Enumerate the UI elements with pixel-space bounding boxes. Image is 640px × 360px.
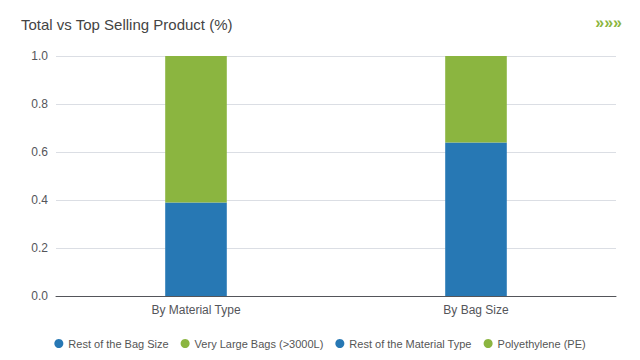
svg-text:»»»: »»» — [595, 14, 622, 31]
svg-text:1.0: 1.0 — [31, 49, 48, 63]
svg-text:Polyethylene (PE): Polyethylene (PE) — [498, 338, 586, 350]
svg-text:0.6: 0.6 — [31, 145, 48, 159]
svg-text:0.0: 0.0 — [31, 289, 48, 303]
svg-text:Rest of the Material Type: Rest of the Material Type — [349, 338, 471, 350]
svg-text:By Material Type: By Material Type — [151, 303, 240, 317]
svg-text:Very Large Bags (>3000L): Very Large Bags (>3000L) — [195, 338, 324, 350]
svg-text:Total vs Top Selling Product (: Total vs Top Selling Product (%) — [21, 16, 233, 33]
svg-text:By Bag Size: By Bag Size — [443, 303, 509, 317]
svg-text:0.2: 0.2 — [31, 241, 48, 255]
svg-text:0.4: 0.4 — [31, 193, 48, 207]
svg-text:Rest of the Bag Size: Rest of the Bag Size — [68, 338, 168, 350]
svg-text:0.8: 0.8 — [31, 97, 48, 111]
